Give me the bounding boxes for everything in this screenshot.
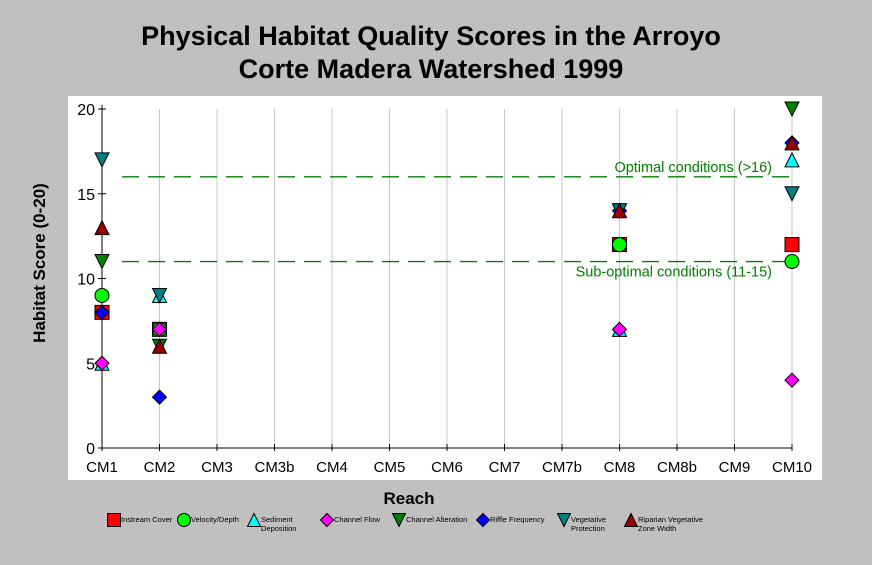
data-point-vegetative-protection	[784, 186, 800, 202]
legend-marker-vegetative-protection	[557, 513, 572, 528]
series-vegetative-protection	[94, 152, 800, 304]
data-point-riparian-vegetative-zone-width	[784, 134, 800, 151]
y-tick-label: 0	[86, 441, 95, 458]
legend-marker-instream-cover	[107, 513, 121, 527]
data-point-riffle-frequency	[94, 304, 110, 321]
series-channel-flow	[94, 321, 800, 388]
x-tick-label: CM8	[604, 459, 636, 476]
legend-label: Riffle Frequency	[490, 515, 545, 524]
legend-marker-velocity-depth	[177, 513, 191, 527]
data-point-velocity-depth	[94, 287, 110, 303]
x-tick-label: CM8b	[657, 459, 697, 476]
data-point-vegetative-protection	[151, 287, 168, 304]
data-point-sediment-deposition	[784, 151, 800, 168]
legend-label: Riparian Vegetative Zone Width	[638, 515, 704, 533]
legend-label: Sediment Deposition	[261, 515, 297, 533]
legend-marker-shape	[557, 513, 572, 528]
legend-marker-shape	[392, 513, 407, 528]
plot-area	[68, 96, 822, 480]
data-point-instream-cover	[784, 237, 800, 253]
data-point-channel-flow	[611, 321, 628, 338]
legend-marker-riffle-frequency	[476, 512, 491, 528]
x-tick-label: CM1	[86, 459, 118, 476]
chart-title-line-1: Physical Habitat Quality Scores in the A…	[141, 21, 721, 51]
data-point-riparian-vegetative-zone-width	[611, 202, 628, 219]
x-axis-label: Reach	[383, 489, 435, 508]
legend-marker-shape	[320, 512, 335, 528]
legend-label: Instream Cover	[121, 515, 173, 524]
x-tick-label: CM6	[431, 459, 463, 476]
y-tick-label: 20	[77, 102, 95, 119]
x-tick-label: CM5	[374, 459, 406, 476]
x-tick-label: CM10	[772, 459, 812, 476]
data-point-velocity-depth	[612, 237, 627, 253]
legend-marker-shape	[624, 512, 639, 527]
chart-title-line-2: Corte Madera Watershed 1999	[238, 54, 624, 84]
legend-label: Vegetative Protection	[571, 515, 607, 533]
legend-marker-channel-alteration	[392, 513, 407, 528]
legend-marker-channel-flow	[320, 512, 335, 528]
data-point-channel-flow	[784, 372, 800, 388]
x-tick-label: CM3	[201, 459, 233, 476]
x-tick-label: CM2	[144, 459, 176, 476]
legend-marker-shape	[476, 512, 491, 528]
x-tick-label: CM4	[316, 459, 348, 476]
data-point-vegetative-protection	[94, 152, 110, 168]
data-point-channel-flow	[94, 355, 110, 371]
y-tick-label: 5	[86, 356, 95, 373]
legend-marker-riparian-vegetative-zone-width	[624, 512, 639, 527]
data-point-channel-flow	[151, 321, 168, 338]
x-tick-label: CM7b	[542, 459, 582, 476]
y-tick-label: 10	[77, 272, 95, 289]
y-axis-label: Habitat Score (0-20)	[30, 183, 49, 343]
legend-label: Channel Flow	[334, 515, 380, 524]
chart-title: Physical Habitat Quality Scores in the A…	[0, 20, 862, 86]
legend-label: Velocity/Depth	[191, 515, 239, 524]
data-point-riffle-frequency	[151, 389, 168, 405]
data-point-channel-alteration	[94, 254, 110, 270]
data-point-channel-alteration	[784, 101, 800, 118]
legend-marker-sediment-deposition	[247, 512, 262, 527]
data-point-riparian-vegetative-zone-width	[151, 338, 168, 354]
legend-marker-shape	[177, 513, 191, 527]
data-point-velocity-depth	[784, 254, 800, 270]
data-point-riparian-vegetative-zone-width	[94, 219, 110, 236]
legend-marker-shape	[107, 513, 121, 527]
y-tick-label: 15	[77, 187, 95, 204]
legend-label: Channel Alteration	[406, 515, 468, 524]
series-riparian-vegetative-zone-width	[94, 134, 800, 354]
legend-marker-shape	[247, 512, 262, 527]
reference-line-label: Optimal conditions (>16)	[614, 160, 772, 176]
reference-line-label: Sub-optimal conditions (11-15)	[576, 265, 772, 281]
x-tick-label: CM3b	[254, 459, 294, 476]
x-tick-label: CM9	[719, 459, 751, 476]
x-tick-label: CM7	[489, 459, 521, 476]
